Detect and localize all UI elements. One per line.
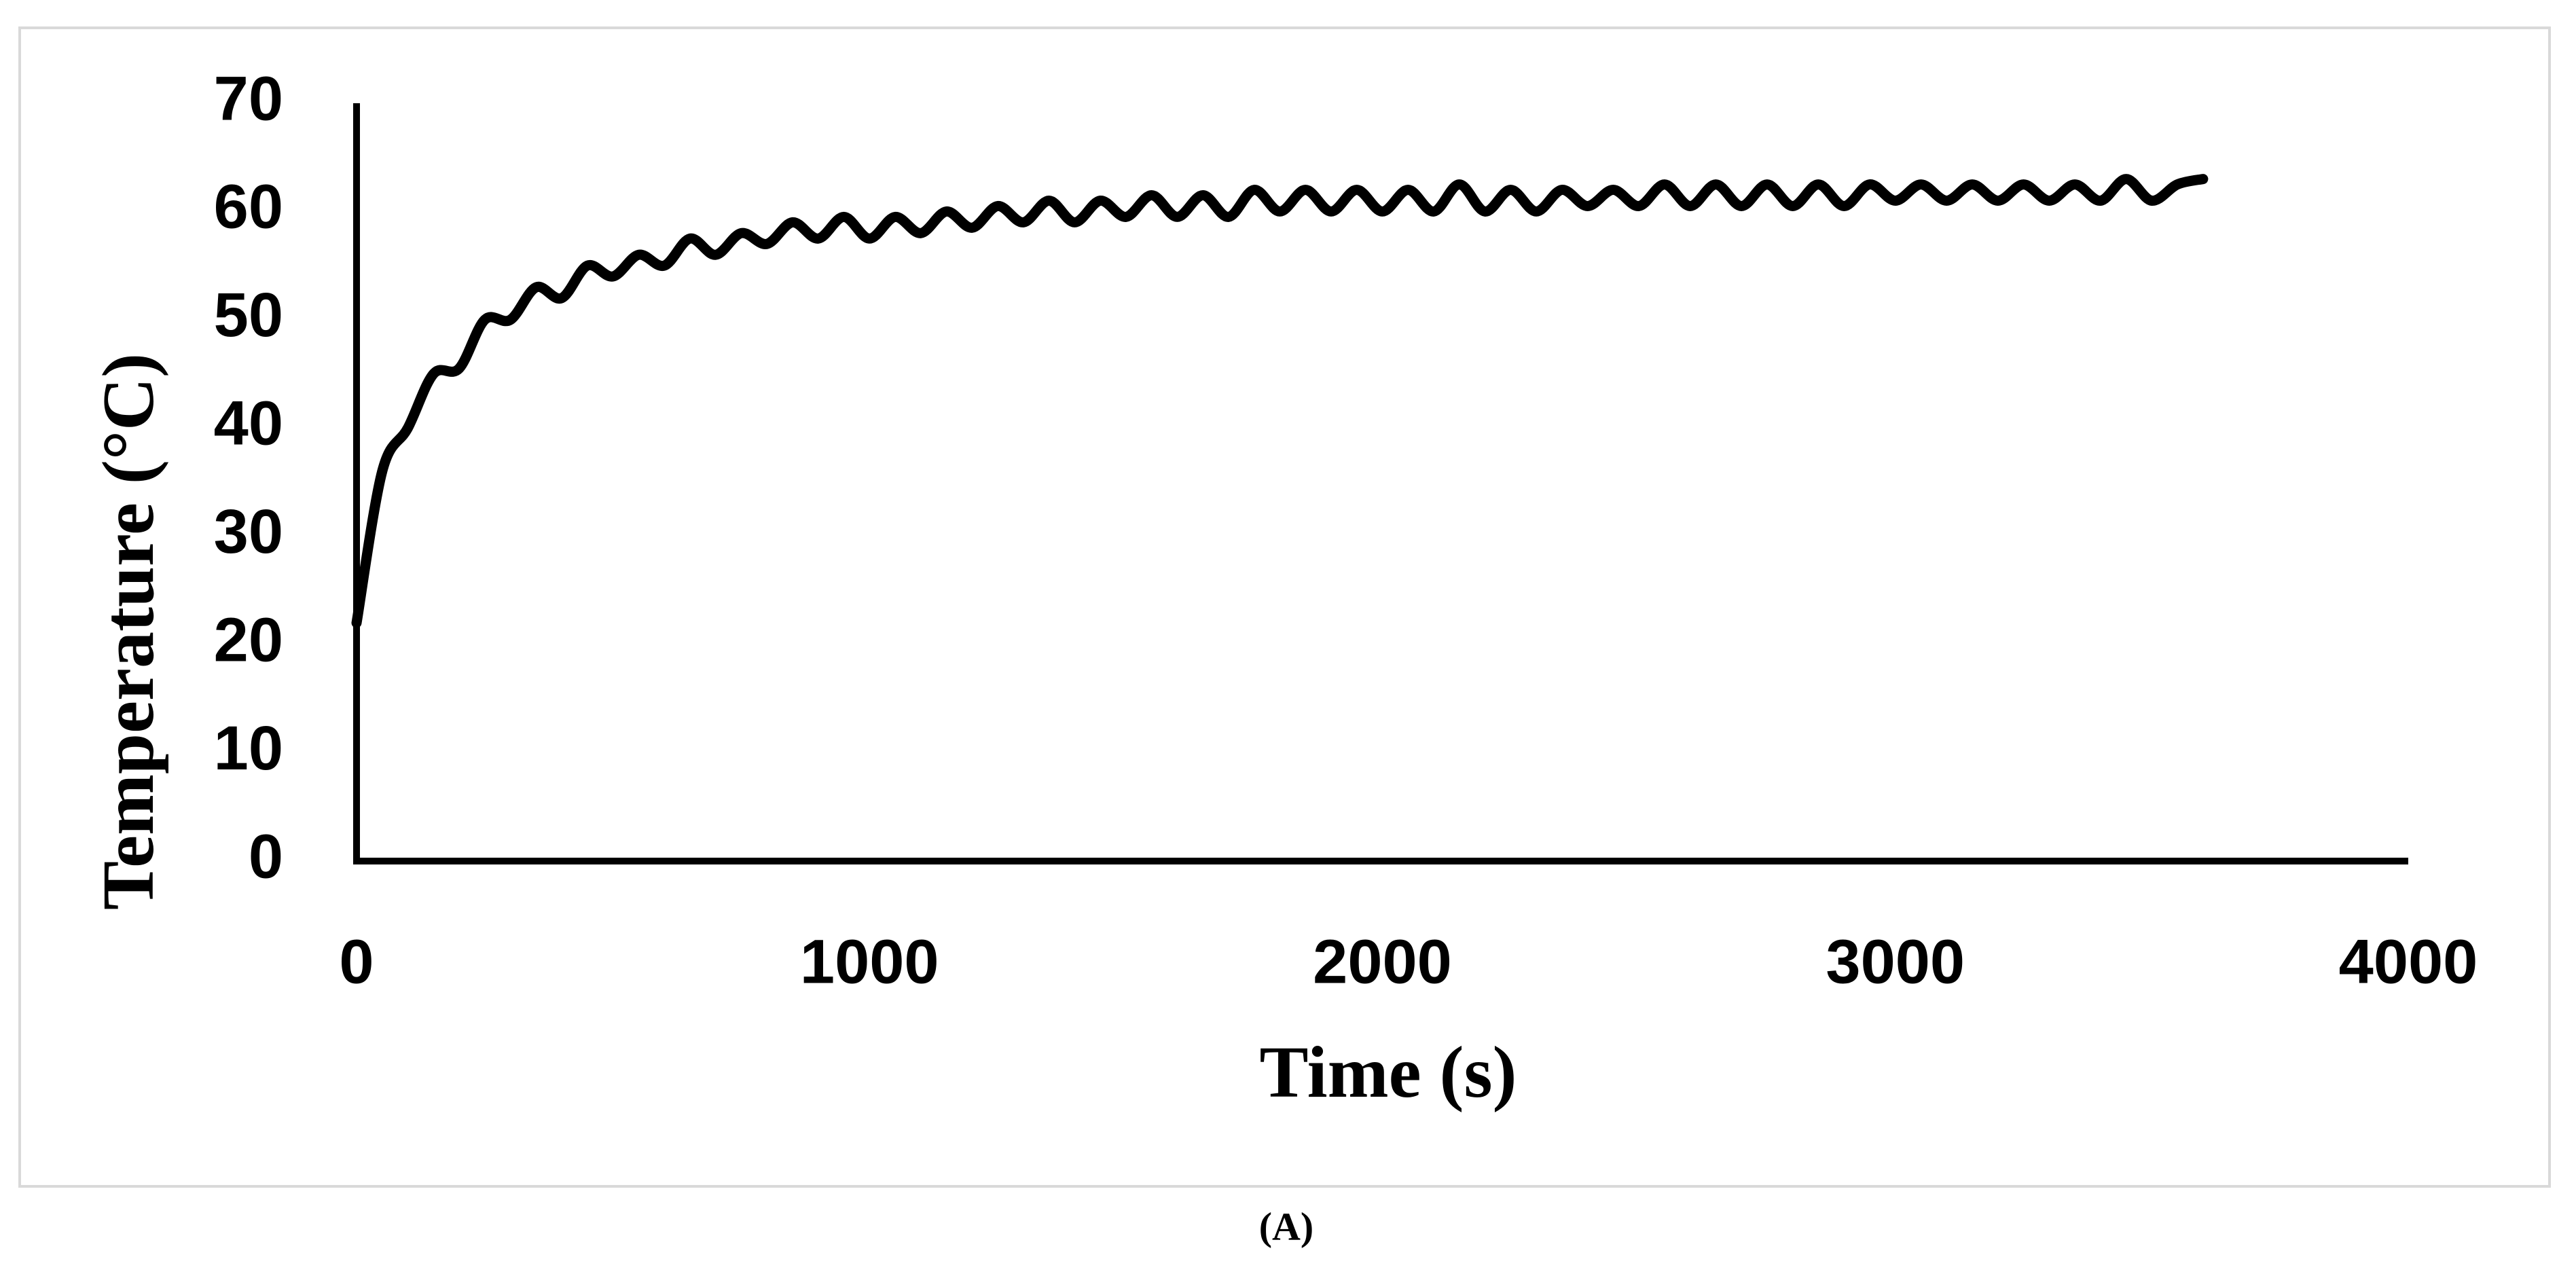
y-tick-label: 40: [214, 389, 283, 458]
y-tick-label: 0: [249, 822, 283, 891]
x-tick-label: 4000: [2339, 927, 2478, 996]
y-tick-label: 20: [214, 605, 283, 674]
y-tick-label: 70: [214, 64, 283, 133]
y-tick-label: 10: [214, 714, 283, 783]
x-tick-label: 0: [339, 927, 374, 996]
caption: (A): [1259, 1204, 1314, 1248]
y-tick-label: 50: [214, 280, 283, 350]
y-axis-title: Temperature (°C): [88, 353, 169, 910]
x-tick-label: 3000: [1826, 927, 1965, 996]
line-series: [351, 174, 2209, 628]
chart-frame: [18, 26, 2551, 1188]
x-tick-label: 1000: [800, 927, 939, 996]
y-tick-label: 60: [214, 172, 283, 242]
y-tick-label: 30: [214, 497, 283, 566]
x-tick-label: 2000: [1313, 927, 1452, 996]
x-axis-title: Time (s): [1260, 1032, 1517, 1113]
